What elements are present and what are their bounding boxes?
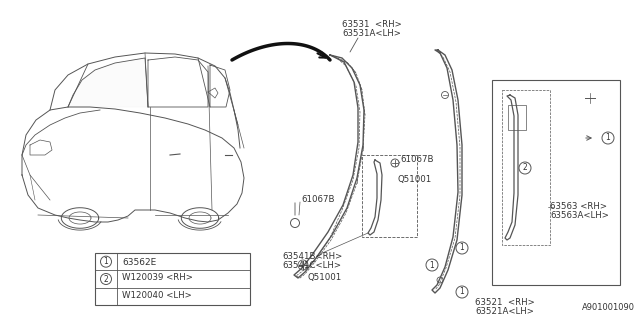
Bar (492, 80, 620, 285)
Text: 63521A<LH>: 63521A<LH> (475, 307, 534, 316)
Text: A901001090: A901001090 (582, 303, 635, 312)
Text: 63531A<LH>: 63531A<LH> (342, 29, 401, 38)
Text: 61067B: 61067B (301, 195, 335, 204)
Text: 1: 1 (460, 244, 465, 252)
Text: 1: 1 (429, 260, 435, 269)
Polygon shape (68, 58, 148, 107)
Bar (95, 253, 250, 305)
Text: 63541C<LH>: 63541C<LH> (282, 261, 341, 270)
Text: Q51001: Q51001 (398, 175, 432, 184)
Bar (508, 105, 526, 130)
Text: 1: 1 (460, 287, 465, 297)
Text: 63541B<RH>: 63541B<RH> (282, 252, 342, 261)
Text: 63563 <RH>: 63563 <RH> (550, 202, 607, 211)
Text: W120039 <RH>: W120039 <RH> (122, 273, 193, 282)
Text: 2: 2 (104, 275, 108, 284)
Text: 1: 1 (605, 133, 611, 142)
Text: 1: 1 (104, 257, 108, 266)
Text: Q51001: Q51001 (308, 273, 342, 282)
Text: 63563A<LH>: 63563A<LH> (550, 211, 609, 220)
Bar (362, 155, 417, 237)
Text: 2: 2 (523, 164, 527, 172)
Text: 63531  <RH>: 63531 <RH> (342, 20, 402, 29)
Text: 63521  <RH>: 63521 <RH> (475, 298, 535, 307)
Text: 63562E: 63562E (122, 258, 156, 267)
Bar (502, 90, 550, 245)
Text: 61067B: 61067B (400, 155, 433, 164)
Text: W120040 <LH>: W120040 <LH> (122, 291, 192, 300)
